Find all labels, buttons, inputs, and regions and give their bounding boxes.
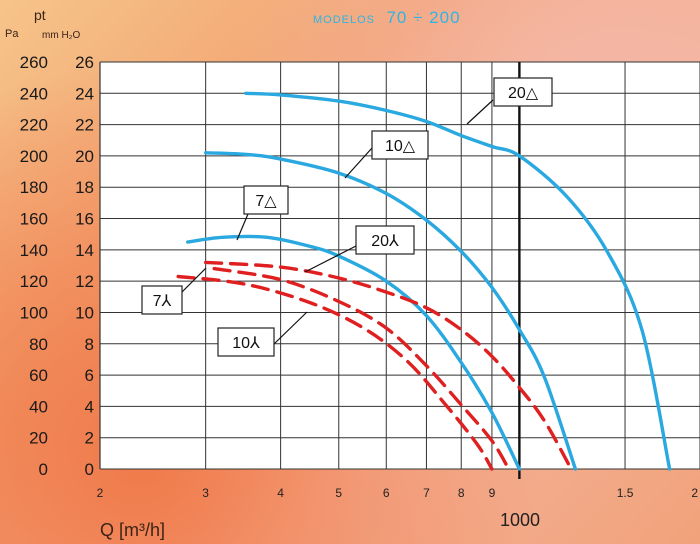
callout-leader <box>181 267 207 293</box>
y-tick-mm: 0 <box>85 460 94 479</box>
callout-label: 20△ <box>508 85 539 102</box>
y-tick-mm: 10 <box>75 303 94 322</box>
callout-label: 7△ <box>255 193 277 210</box>
callout-leader <box>344 147 373 179</box>
y-tick-pa: 140 <box>20 241 48 260</box>
x-tick-label: 2 <box>97 486 104 500</box>
chart-subtitle: MODELOS 70 ÷ 200 <box>313 8 461 28</box>
y-tick-mm: 2 <box>85 429 94 448</box>
x-tick-label: 6 <box>383 486 390 500</box>
y-tick-pa: 0 <box>39 460 48 479</box>
grid <box>99 61 700 479</box>
x-tick-label: 5 <box>335 486 342 500</box>
x-tick-label: 8 <box>458 486 465 500</box>
curve-10⅄ <box>212 266 511 471</box>
x-tick-label: 9 <box>489 486 496 500</box>
y-tick-mm: 4 <box>85 397 94 416</box>
x-major-label: 1000 <box>500 510 541 530</box>
y-tick-pa: 60 <box>29 366 48 385</box>
y-tick-pa: 100 <box>20 303 48 322</box>
callout-leader <box>304 245 357 273</box>
curve-7⅄ <box>176 274 494 471</box>
y-tick-pa: 240 <box>20 84 48 103</box>
y-tick-pa: 120 <box>20 272 48 291</box>
x-axis-title: Q [m³/h] <box>100 520 166 540</box>
callout-label: 7⅄ <box>153 293 172 310</box>
callout-box <box>355 225 415 255</box>
y-tick-pa: 160 <box>20 210 48 229</box>
y-tick-mm: 14 <box>75 241 94 260</box>
y-tick-pa: 40 <box>29 397 48 416</box>
y-tick-mm: 24 <box>75 84 94 103</box>
callout-label: 10⅄ <box>232 335 260 352</box>
callout-box <box>243 185 289 215</box>
callout-box <box>217 327 275 357</box>
y-tick-mm: 20 <box>75 147 94 166</box>
x-tick-label: 2 <box>691 486 698 500</box>
curve-20⅄ <box>204 260 573 471</box>
curve-20△ <box>244 91 672 471</box>
curve-10△ <box>204 151 578 471</box>
y-axis-title: pt <box>34 7 46 23</box>
curve-7△ <box>186 234 522 471</box>
curves <box>176 91 672 471</box>
callout-box <box>493 77 553 107</box>
y-tick-mm: 26 <box>75 53 94 72</box>
callouts: 20△ 10△ 7△ 20⅄ 7⅄ 10⅄ <box>141 77 553 357</box>
y-tick-mm: 8 <box>85 335 94 354</box>
callout-box <box>371 130 429 160</box>
subtitle-value: 70 ÷ 200 <box>386 8 461 27</box>
x-tick-label: 3 <box>202 486 209 500</box>
x-tick-label: 7 <box>423 486 430 500</box>
callout-leader <box>236 213 249 241</box>
y-unit-pa: Pa <box>5 28 19 40</box>
y-tick-pa: 180 <box>20 178 48 197</box>
y-unit-mm: mm H₂O <box>42 30 81 41</box>
x-tick-label: 1.5 <box>617 486 634 500</box>
y-tick-pa: 20 <box>29 429 48 448</box>
callout-label: 20⅄ <box>371 233 399 250</box>
plot-area <box>100 62 700 469</box>
x-tick-label: 4 <box>277 486 284 500</box>
callout-leader <box>273 311 308 345</box>
y-tick-mm: 18 <box>75 178 94 197</box>
callout-box <box>141 285 183 315</box>
y-tick-mm: 16 <box>75 210 94 229</box>
y-tick-pa: 200 <box>20 147 48 166</box>
y-tick-pa: 80 <box>29 335 48 354</box>
y-tick-mm: 12 <box>75 272 94 291</box>
y-tick-pa: 260 <box>20 53 48 72</box>
y-tick-mm: 22 <box>75 116 94 135</box>
y-tick-mm: 6 <box>85 366 94 385</box>
callout-label: 10△ <box>385 138 416 155</box>
y-tick-pa: 220 <box>20 116 48 135</box>
subtitle-prefix: MODELOS <box>313 14 376 26</box>
callout-leader <box>466 99 494 125</box>
tick-labels: 0022044066088010100121201414016160181802… <box>20 53 699 500</box>
